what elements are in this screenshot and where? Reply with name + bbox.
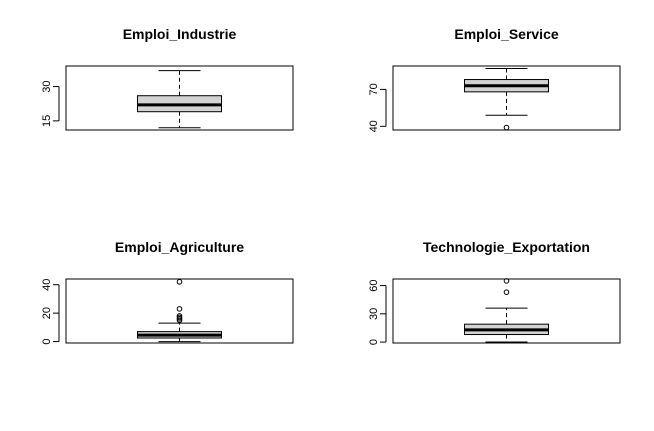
outlier-point xyxy=(176,313,183,319)
panel-title: Technologie_Exportation xyxy=(423,239,590,255)
outlier-point xyxy=(503,278,510,284)
panel-title: Emploi_Industrie xyxy=(123,26,237,42)
y-tick-label: 0 xyxy=(368,339,380,345)
y-tick-label: 40 xyxy=(368,120,380,132)
plot-frame xyxy=(65,278,294,344)
y-tick-label: 20 xyxy=(41,307,53,319)
panel-title: Emploi_Agriculture xyxy=(115,239,244,255)
plot-frame xyxy=(65,65,294,131)
y-tick-label: 15 xyxy=(41,115,53,127)
panel-title: Emploi_Service xyxy=(454,26,558,42)
y-tick-label: 30 xyxy=(41,80,53,92)
outlier-point xyxy=(176,306,183,312)
outlier-point xyxy=(503,289,510,295)
y-tick-label: 40 xyxy=(41,279,53,291)
y-tick-label: 0 xyxy=(41,339,53,345)
y-tick-label: 30 xyxy=(368,308,380,320)
outlier-point xyxy=(176,279,183,285)
y-tick-label: 70 xyxy=(368,83,380,95)
outlier-point xyxy=(503,124,510,131)
y-tick-label: 60 xyxy=(368,279,380,291)
